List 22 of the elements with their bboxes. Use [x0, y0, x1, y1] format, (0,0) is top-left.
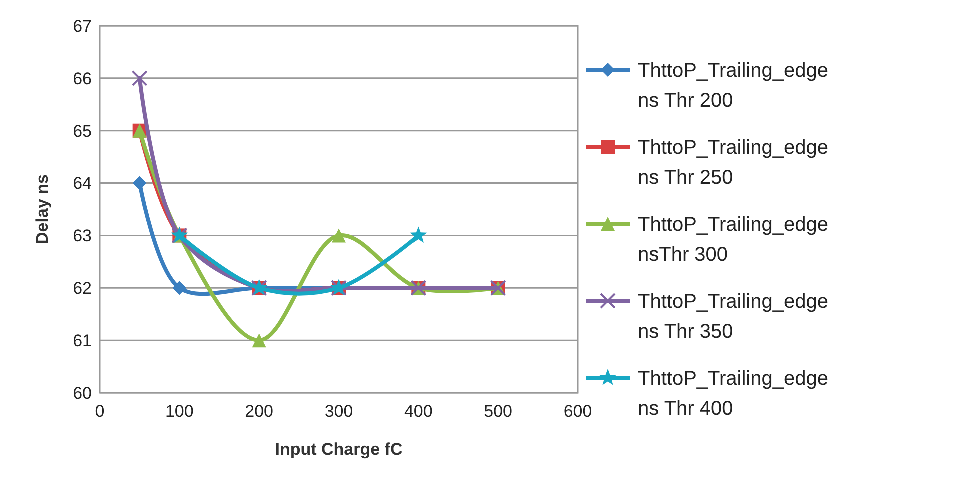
x-tick-label: 400 — [404, 402, 433, 421]
legend-label: ThttoP_Trailing_edge ns Thr 250 — [638, 137, 828, 189]
y-tick-label: 62 — [73, 279, 92, 298]
y-axis-title: Delay ns — [33, 174, 52, 244]
legend-label: ThttoP_Trailing_edge ns Thr 200 — [638, 60, 828, 112]
legend-label: ThttoP_Trailing_edge ns Thr 400 — [638, 368, 828, 420]
x-tick-label: 600 — [564, 402, 592, 421]
x-tick-label: 500 — [484, 402, 513, 421]
y-tick-label: 63 — [73, 226, 92, 246]
y-tick-label: 66 — [73, 69, 92, 88]
x-axis-title: Input Charge fC — [275, 440, 403, 459]
legend-label: ThttoP_Trailing_edge nsThr 300 — [638, 214, 828, 266]
y-tick-label: 67 — [73, 16, 92, 36]
y-tick-label: 60 — [73, 384, 92, 403]
x-tick-label: 0 — [95, 402, 105, 421]
legend-label: ThttoP_Trailing_edge ns Thr 350 — [638, 291, 828, 343]
x-tick-label: 300 — [324, 402, 354, 421]
x-tick-label: 200 — [245, 402, 274, 421]
y-tick-label: 64 — [73, 174, 92, 194]
x-tick-label: 100 — [165, 402, 194, 421]
y-tick-label: 65 — [73, 122, 92, 141]
y-tick-label: 61 — [73, 332, 92, 351]
